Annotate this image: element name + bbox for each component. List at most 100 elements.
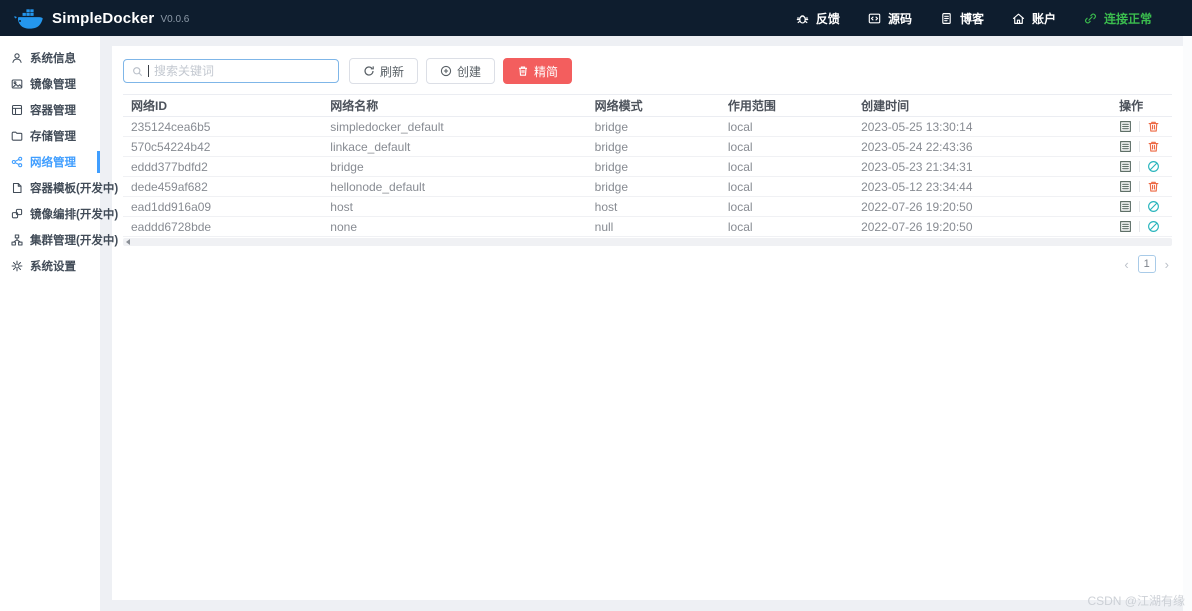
cell-actions [1111,176,1172,197]
refresh-icon [364,66,374,76]
create-button[interactable]: 创建 [426,58,496,84]
search-box[interactable] [123,59,339,83]
refresh-label: 刷新 [380,64,405,79]
gear-icon [11,260,23,272]
detail-icon [1120,141,1132,152]
cell-scope: local [719,156,854,177]
brand[interactable]: SimpleDocker V0.0.6 [14,6,189,30]
cell-created: 2022-07-26 19:20:50 [853,216,1112,237]
cell-actions [1111,196,1172,217]
delete-network-button[interactable] [1147,140,1160,153]
sidebar-item-label: 系统信息 [30,53,76,65]
sidebar-item-cluster-manage[interactable]: 集群管理(开发中) [0,227,118,253]
ban-icon [1148,201,1160,212]
sidebar-item-label: 容器管理 [30,105,76,117]
search-icon [133,66,143,76]
action-divider [1139,141,1141,152]
navbar-item-source-code[interactable]: 源码 [868,10,912,27]
horizontal-scrollbar[interactable] [123,238,1172,246]
sidebar: 系统信息镜像管理容器管理存储管理网络管理容器模板(开发中) 镜像编排(开发中) 集群… [0,36,118,611]
column-header: 网络ID [123,94,323,117]
prune-button[interactable]: 精简 [503,58,573,84]
cell-id: 235124cea6b5 [123,116,323,137]
cell-scope: local [719,216,854,237]
cell-created: 2022-07-26 19:20:50 [853,196,1112,217]
navbar-item-connection-status[interactable]: 连接正常 [1084,10,1152,27]
network-detail-button[interactable] [1119,200,1132,213]
text-caret [148,65,149,77]
prune-label: 精简 [534,64,559,79]
detail-icon [1120,161,1132,172]
cell-scope: local [719,176,854,197]
navbar-item-blog[interactable]: 博客 [940,10,984,27]
action-divider [1139,181,1141,192]
trash-icon [1148,121,1159,132]
navbar-item-feedback[interactable]: 反馈 [796,10,840,27]
cluster-icon [11,234,23,246]
page-number-current[interactable]: 1 [1137,255,1156,273]
cell-name: none [322,216,587,237]
sidebar-item-label: 镜像编排(开发中) [30,209,119,221]
sidebar-item-label: 容器模板(开发中) [30,183,119,195]
delete-network-button[interactable] [1147,120,1160,133]
detail-icon [1120,201,1132,212]
network-detail-button[interactable] [1119,140,1132,153]
sidebar-item-container-manage[interactable]: 容器管理 [0,97,100,123]
sidebar-item-image-compose[interactable]: 镜像编排(开发中) [0,201,118,227]
sidebar-item-label: 镜像管理 [30,79,76,91]
image-icon [11,79,23,89]
cell-id: ead1dd916a09 [123,196,323,217]
trash-icon [519,66,528,76]
container-icon [11,104,23,116]
network-table: 网络ID 网络名称 网络模式 作用范围 创建时间 操作 235124cea6b5 simpl… [123,94,1172,237]
next-page-button[interactable]: › [1164,256,1169,272]
table-row: eddd377bdfd2 bridge bridge local 2023-05-23 … [123,156,1172,177]
action-divider [1139,161,1141,172]
table-header-row: 网络ID 网络名称 网络模式 作用范围 创建时间 操作 [123,94,1172,117]
sidebar-item-system-info[interactable]: 系统信息 [0,45,100,71]
vertical-scrollbar[interactable] [1183,36,1192,611]
detail-icon [1120,221,1132,232]
network-detail-button[interactable] [1119,160,1132,173]
network-detail-button[interactable] [1119,120,1132,133]
sidebar-item-label: 集群管理(开发中) [30,235,119,247]
action-divider [1139,201,1141,212]
network-detail-button[interactable] [1119,220,1132,233]
ban-icon [1148,221,1160,232]
delete-disabled-button[interactable] [1147,160,1160,173]
create-label: 创建 [457,64,482,79]
cell-mode: host [586,196,720,217]
cell-id: 570c54224b42 [123,136,323,157]
cell-created: 2023-05-24 22:43:36 [853,136,1112,157]
sidebar-item-label: 存储管理 [30,131,76,143]
cell-id: eddd377bdfd2 [123,156,323,177]
network-detail-button[interactable] [1119,180,1132,193]
navbar-item-label: 账户 [1031,11,1056,26]
sidebar-item-system-settings[interactable]: 系统设置 [0,253,100,279]
ban-icon [1148,161,1160,172]
cell-mode: null [586,216,720,237]
prev-page-button[interactable]: ‹ [1124,256,1129,272]
delete-disabled-button[interactable] [1147,200,1160,213]
cell-mode: bridge [586,116,720,137]
delete-disabled-button[interactable] [1147,220,1160,233]
search-input[interactable] [154,64,330,78]
action-divider [1139,121,1141,132]
sidebar-item-container-template[interactable]: 容器模板(开发中) [0,175,118,201]
sidebar-item-storage-manage[interactable]: 存储管理 [0,123,100,149]
action-divider [1139,221,1141,232]
sidebar-item-image-manage[interactable]: 镜像管理 [0,71,100,97]
user-icon [12,53,22,63]
cell-actions [1111,156,1172,177]
watermark: CSDN @江湖有缘 [1087,594,1185,608]
sidebar-item-network-manage[interactable]: 网络管理 [0,149,100,175]
navbar-item-account[interactable]: 账户 [1012,10,1056,27]
cell-actions [1111,216,1172,237]
refresh-button[interactable]: 刷新 [349,58,419,84]
home-icon [1012,13,1025,24]
column-header: 作用范围 [719,94,854,117]
table-row: dede459af682 hellonode_default bridge local… [123,176,1172,197]
delete-network-button[interactable] [1147,180,1160,193]
column-header: 操作 [1111,94,1172,117]
